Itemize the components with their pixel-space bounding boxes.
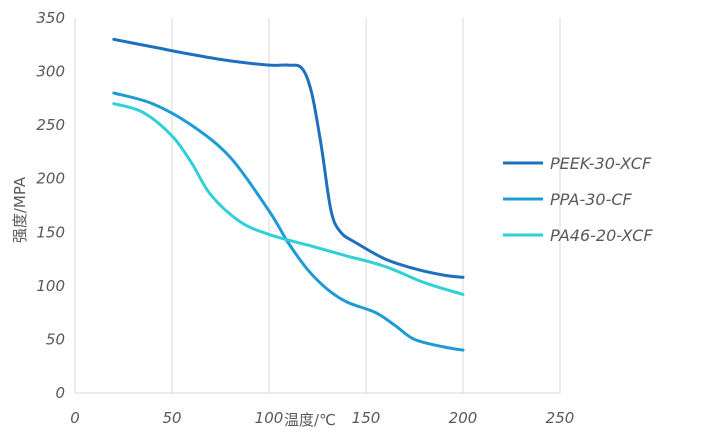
y-tick-labels: 0 50 100 150 200 250 300 350 bbox=[36, 9, 65, 402]
y-tick-label-3: 150 bbox=[36, 223, 65, 241]
legend-label-0: PEEK-30-XCF bbox=[550, 154, 652, 173]
y-tick-label-0: 0 bbox=[55, 384, 65, 402]
y-tick-label-1: 50 bbox=[46, 330, 65, 348]
x-tick-label-0: 0 bbox=[70, 409, 80, 427]
series-line-2 bbox=[112, 102, 465, 296]
x-tick-label-4: 200 bbox=[449, 409, 478, 427]
x-tick-labels: 0 50 100 150 200 250 bbox=[70, 409, 574, 427]
x-tick-label-2: 100 bbox=[255, 409, 284, 427]
grid-lines bbox=[74, 18, 561, 394]
x-axis-title: 温度/℃ bbox=[284, 411, 336, 429]
legend-label-1: PPA-30-CF bbox=[550, 190, 633, 209]
series-line-0 bbox=[112, 37, 465, 279]
series-lines bbox=[112, 37, 465, 352]
y-tick-label-6: 300 bbox=[36, 63, 65, 81]
y-tick-label-5: 250 bbox=[36, 116, 65, 134]
y-tick-label-4: 200 bbox=[36, 170, 65, 188]
legend-label-2: PA46-20-XCF bbox=[550, 226, 653, 245]
y-axis-title: 强度/MPA bbox=[11, 176, 29, 243]
series-line-1 bbox=[112, 91, 465, 352]
x-tick-label-3: 150 bbox=[352, 409, 381, 427]
x-tick-label-5: 250 bbox=[546, 409, 575, 427]
legend: PEEK-30-XCF PPA-30-CF PA46-20-XCF bbox=[503, 154, 653, 245]
y-tick-label-2: 100 bbox=[36, 277, 65, 295]
x-tick-label-1: 50 bbox=[162, 409, 181, 427]
y-tick-label-7: 350 bbox=[36, 9, 65, 27]
